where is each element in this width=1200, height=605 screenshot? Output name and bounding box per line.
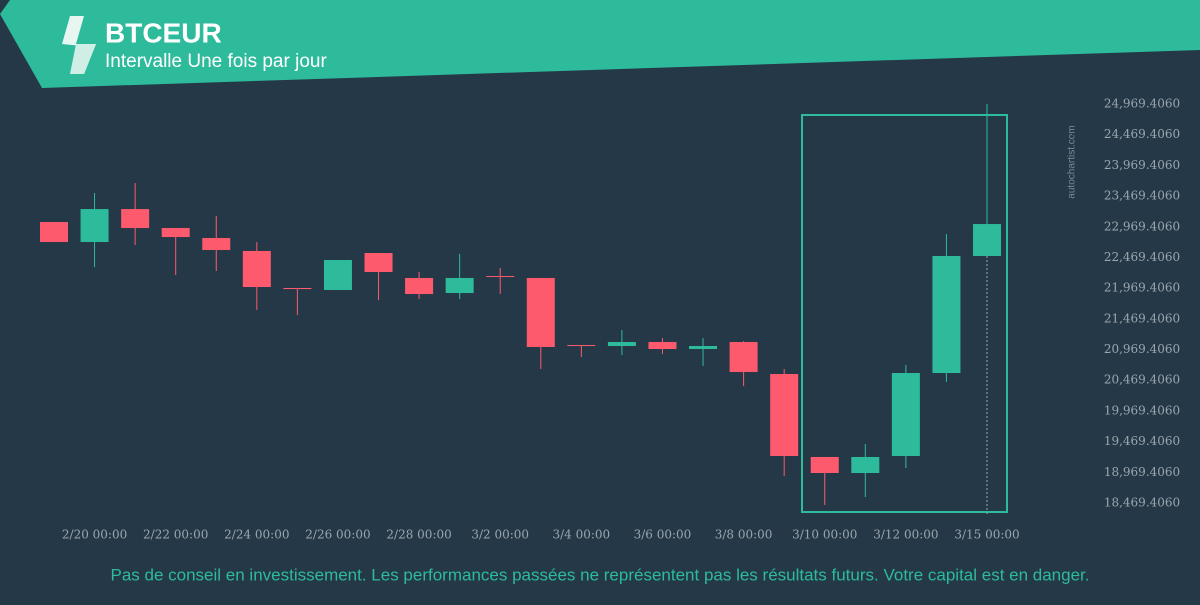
candle-body <box>323 260 352 291</box>
candle-body <box>486 276 515 278</box>
candle-body <box>242 250 271 288</box>
x-tick-label: 3/15 00:00 <box>954 528 1019 542</box>
y-tick-label: 20,969.4060 <box>1104 342 1180 356</box>
x-tick-label: 3/12 00:00 <box>873 528 938 542</box>
candle-body <box>932 256 961 374</box>
x-tick-label: 2/22 00:00 <box>143 528 208 542</box>
candle-body <box>161 228 190 238</box>
x-tick-label: 2/26 00:00 <box>305 528 370 542</box>
disclaimer: Pas de conseil en investissement. Les pe… <box>111 565 1090 584</box>
y-tick-label: 21,469.4060 <box>1104 311 1180 325</box>
candle-body <box>851 456 880 474</box>
header-banner <box>0 0 1200 88</box>
watermark: autochartist.com <box>1067 125 1078 198</box>
y-tick-label: 23,469.4060 <box>1104 189 1180 203</box>
header-corner <box>0 0 10 14</box>
pattern-box <box>801 114 1008 513</box>
y-tick-label: 24,469.4060 <box>1104 127 1180 141</box>
x-tick-label: 3/8 00:00 <box>715 528 773 542</box>
x-tick-label: 3/4 00:00 <box>552 528 610 542</box>
plot: 18,469.4060 18,969.4060 19,469.4060 19,969.… <box>40 97 1180 542</box>
candle-body <box>40 222 68 243</box>
title: BTCEUR <box>105 17 222 48</box>
y-tick-label: 24,969.4060 <box>1104 97 1180 111</box>
candle-body <box>770 373 799 457</box>
y-tick-label: 23,969.4060 <box>1104 158 1180 172</box>
y-tick-label: 19,969.4060 <box>1104 403 1180 417</box>
candle-body <box>729 342 758 373</box>
candle-body <box>445 277 474 294</box>
x-tick-label: 2/20 00:00 <box>62 528 127 542</box>
candle-body <box>810 456 839 474</box>
x-tick-label: 2/24 00:00 <box>224 528 289 542</box>
candle-body <box>607 342 636 347</box>
x-tick-label: 3/2 00:00 <box>471 528 529 542</box>
candle-body <box>364 253 393 272</box>
x-tick-label: 3/10 00:00 <box>792 528 857 542</box>
y-tick-label: 21,969.4060 <box>1104 281 1180 295</box>
candle-body <box>405 277 434 295</box>
candle-body <box>526 277 555 347</box>
y-tick-label: 18,469.4060 <box>1104 496 1180 510</box>
candle-body <box>202 238 231 250</box>
subtitle: Intervalle Une fois par jour <box>105 51 327 72</box>
logo <box>62 16 96 74</box>
y-tick-label: 22,969.4060 <box>1104 219 1180 233</box>
candle-body <box>973 224 1001 257</box>
y-tick-label: 20,469.4060 <box>1104 373 1180 387</box>
candle-body <box>648 342 677 350</box>
candle-body <box>567 345 596 347</box>
candle-body <box>80 209 109 243</box>
candle-body <box>283 287 312 290</box>
y-tick-label: 22,469.4060 <box>1104 250 1180 264</box>
y-tick-label: 18,969.4060 <box>1104 465 1180 479</box>
x-tick-label: 2/28 00:00 <box>386 528 451 542</box>
candle-body <box>121 209 150 229</box>
candle-body <box>689 346 718 350</box>
x-tick-label: 3/6 00:00 <box>634 528 692 542</box>
y-tick-label: 19,469.4060 <box>1104 434 1180 448</box>
candle-body <box>891 373 920 457</box>
